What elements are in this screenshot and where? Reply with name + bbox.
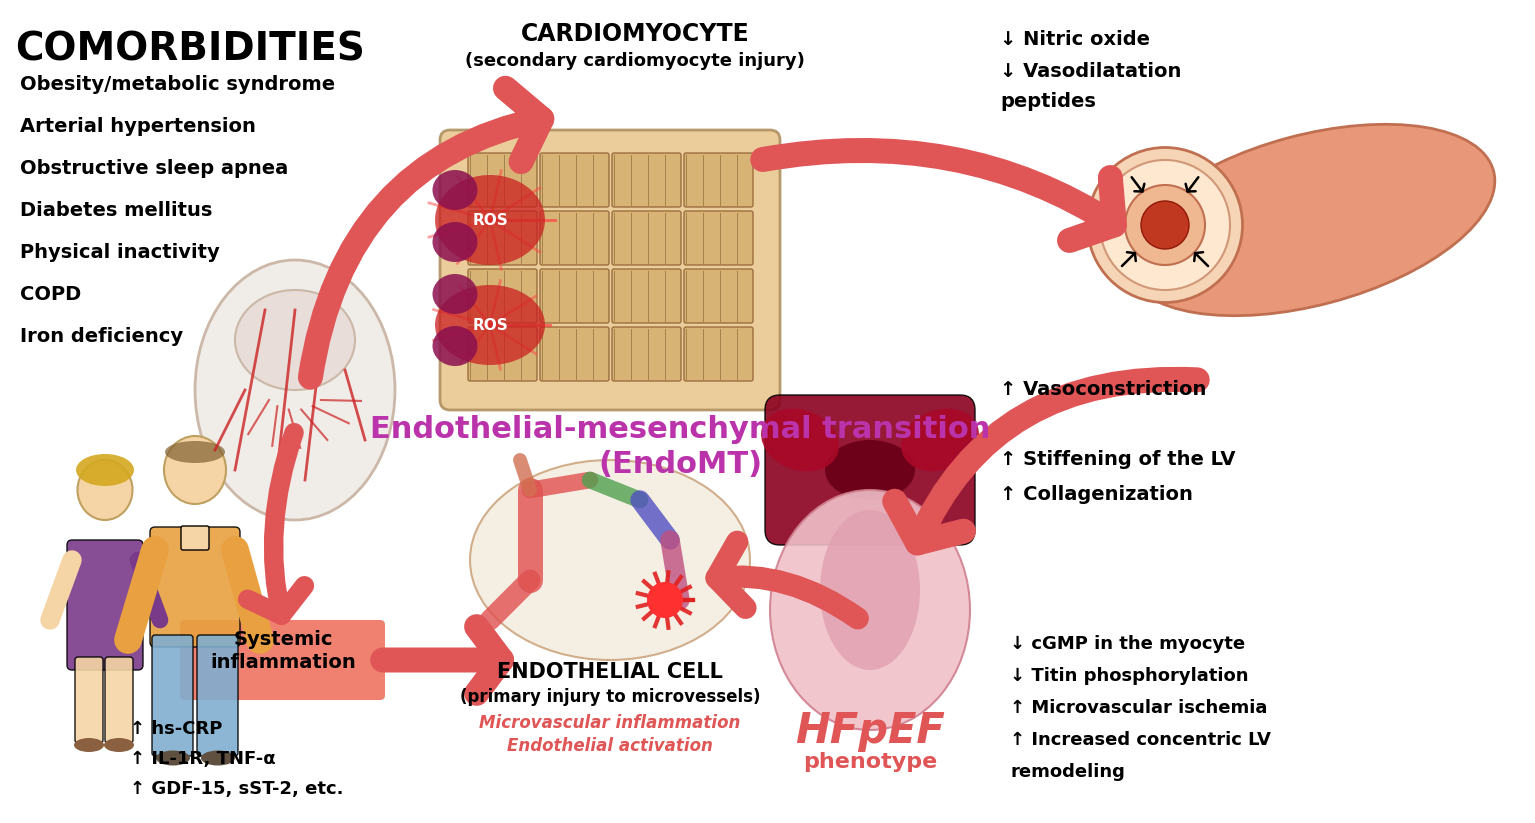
- FancyBboxPatch shape: [685, 153, 754, 207]
- Ellipse shape: [901, 409, 979, 472]
- Ellipse shape: [771, 490, 970, 730]
- Ellipse shape: [820, 510, 919, 670]
- Text: Endothelial-mesenchymal transition: Endothelial-mesenchymal transition: [370, 415, 990, 444]
- Text: ↑ Increased concentric LV: ↑ Increased concentric LV: [1010, 731, 1271, 749]
- Text: Arterial hypertension: Arterial hypertension: [20, 117, 256, 136]
- FancyBboxPatch shape: [104, 657, 134, 743]
- FancyBboxPatch shape: [181, 526, 209, 550]
- Text: Obstructive sleep apnea: Obstructive sleep apnea: [20, 159, 289, 178]
- Text: ↑ IL-1R, TNF-α: ↑ IL-1R, TNF-α: [130, 750, 276, 768]
- Ellipse shape: [77, 460, 132, 520]
- Ellipse shape: [470, 460, 751, 660]
- FancyBboxPatch shape: [75, 657, 103, 743]
- FancyBboxPatch shape: [540, 211, 609, 265]
- FancyBboxPatch shape: [150, 527, 239, 647]
- Text: COMORBIDITIES: COMORBIDITIES: [15, 30, 365, 68]
- Text: ENDOTHELIAL CELL: ENDOTHELIAL CELL: [497, 662, 723, 682]
- Circle shape: [646, 582, 683, 618]
- Text: Physical inactivity: Physical inactivity: [20, 243, 220, 262]
- Ellipse shape: [824, 440, 915, 500]
- FancyBboxPatch shape: [68, 540, 143, 670]
- Text: ↑ Microvascular ischemia: ↑ Microvascular ischemia: [1010, 699, 1268, 717]
- Text: (EndoMT): (EndoMT): [599, 450, 761, 479]
- FancyBboxPatch shape: [468, 269, 537, 323]
- Ellipse shape: [433, 170, 477, 210]
- Text: ROS: ROS: [473, 318, 508, 332]
- Text: HFpEF: HFpEF: [795, 710, 946, 752]
- Text: ↓ cGMP in the myocyte: ↓ cGMP in the myocyte: [1010, 635, 1245, 653]
- Text: Endothelial activation: Endothelial activation: [507, 737, 712, 755]
- Text: phenotype: phenotype: [803, 752, 938, 772]
- FancyBboxPatch shape: [540, 269, 609, 323]
- Ellipse shape: [1101, 160, 1230, 290]
- FancyBboxPatch shape: [612, 269, 682, 323]
- Text: (secondary cardiomyocyte injury): (secondary cardiomyocyte injury): [465, 52, 804, 70]
- FancyBboxPatch shape: [468, 327, 537, 381]
- Ellipse shape: [433, 274, 477, 314]
- FancyBboxPatch shape: [196, 635, 238, 756]
- FancyBboxPatch shape: [612, 211, 682, 265]
- Ellipse shape: [235, 290, 355, 390]
- Text: (primary injury to microvessels): (primary injury to microvessels): [460, 688, 760, 706]
- Ellipse shape: [434, 175, 545, 265]
- Ellipse shape: [433, 222, 477, 262]
- Text: Diabetes mellitus: Diabetes mellitus: [20, 201, 212, 220]
- Ellipse shape: [1125, 124, 1495, 316]
- Ellipse shape: [1125, 185, 1205, 265]
- Text: ↑ Stiffening of the LV: ↑ Stiffening of the LV: [999, 450, 1236, 469]
- Ellipse shape: [201, 751, 235, 765]
- Text: ↓ Nitric oxide: ↓ Nitric oxide: [999, 30, 1150, 49]
- Text: ↓ Titin phosphorylation: ↓ Titin phosphorylation: [1010, 667, 1248, 685]
- Text: ↑ GDF-15, sST-2, etc.: ↑ GDF-15, sST-2, etc.: [130, 780, 344, 798]
- Ellipse shape: [1087, 147, 1242, 303]
- Text: ROS: ROS: [473, 212, 508, 227]
- Ellipse shape: [164, 441, 226, 463]
- FancyBboxPatch shape: [685, 269, 754, 323]
- Text: peptides: peptides: [999, 92, 1096, 111]
- Text: ↓ Vasodilatation: ↓ Vasodilatation: [999, 62, 1182, 81]
- FancyBboxPatch shape: [468, 153, 537, 207]
- FancyBboxPatch shape: [441, 130, 780, 410]
- FancyBboxPatch shape: [685, 211, 754, 265]
- Ellipse shape: [1141, 201, 1190, 249]
- FancyBboxPatch shape: [540, 327, 609, 381]
- FancyBboxPatch shape: [540, 153, 609, 207]
- Text: ↑ Collagenization: ↑ Collagenization: [999, 485, 1193, 504]
- Text: ↑ hs-CRP: ↑ hs-CRP: [130, 720, 223, 738]
- Ellipse shape: [761, 409, 840, 472]
- Text: Obesity/metabolic syndrome: Obesity/metabolic syndrome: [20, 75, 335, 94]
- Text: Microvascular inflammation: Microvascular inflammation: [479, 714, 741, 732]
- Text: COPD: COPD: [20, 285, 81, 304]
- Text: CARDIOMYOCYTE: CARDIOMYOCYTE: [520, 22, 749, 46]
- Ellipse shape: [433, 326, 477, 366]
- Ellipse shape: [74, 738, 104, 752]
- FancyBboxPatch shape: [468, 211, 537, 265]
- Ellipse shape: [195, 260, 394, 520]
- FancyBboxPatch shape: [180, 620, 385, 700]
- FancyBboxPatch shape: [152, 635, 193, 756]
- Ellipse shape: [157, 751, 190, 765]
- Text: remodeling: remodeling: [1010, 763, 1125, 781]
- FancyBboxPatch shape: [764, 395, 975, 545]
- Text: Iron deficiency: Iron deficiency: [20, 327, 183, 346]
- Ellipse shape: [164, 436, 226, 504]
- Ellipse shape: [77, 454, 134, 486]
- FancyBboxPatch shape: [612, 153, 682, 207]
- Text: ↑ Vasoconstriction: ↑ Vasoconstriction: [999, 380, 1207, 399]
- Ellipse shape: [104, 738, 134, 752]
- FancyBboxPatch shape: [612, 327, 682, 381]
- Ellipse shape: [434, 285, 545, 365]
- Text: Systemic
inflammation: Systemic inflammation: [210, 630, 356, 672]
- FancyBboxPatch shape: [685, 327, 754, 381]
